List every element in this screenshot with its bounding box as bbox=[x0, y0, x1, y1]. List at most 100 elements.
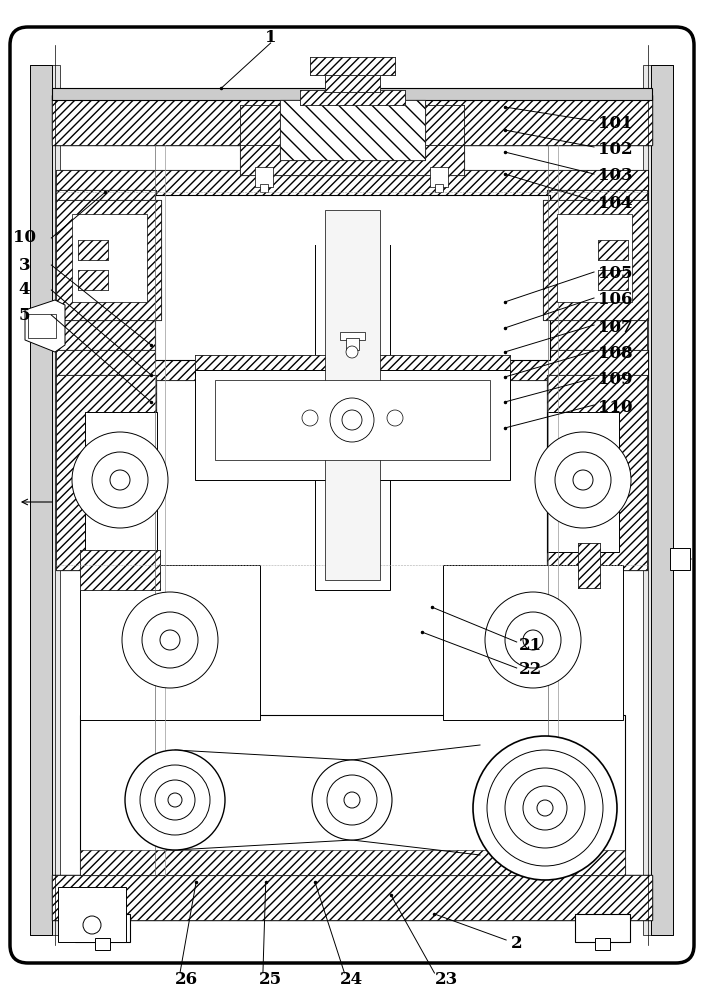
Text: 1: 1 bbox=[265, 28, 276, 45]
Bar bbox=[85, 412, 157, 552]
Text: 102: 102 bbox=[598, 140, 633, 157]
Circle shape bbox=[92, 452, 148, 508]
Bar bbox=[435, 184, 443, 192]
Bar bbox=[30, 65, 60, 935]
Bar bbox=[56, 375, 156, 570]
Circle shape bbox=[312, 760, 392, 840]
Text: 25: 25 bbox=[259, 972, 282, 988]
Bar bbox=[422, 105, 464, 145]
Bar bbox=[80, 715, 625, 875]
Text: 101: 101 bbox=[598, 114, 633, 131]
Bar bbox=[578, 543, 600, 588]
Bar bbox=[430, 167, 448, 187]
Bar bbox=[578, 543, 600, 588]
Text: 22: 22 bbox=[519, 662, 543, 678]
Bar bbox=[547, 412, 619, 552]
Bar bbox=[300, 90, 405, 105]
Circle shape bbox=[573, 470, 593, 490]
Bar bbox=[346, 338, 359, 350]
Bar bbox=[78, 240, 108, 260]
Bar bbox=[80, 550, 160, 590]
Circle shape bbox=[110, 470, 130, 490]
Bar bbox=[575, 914, 630, 942]
Text: 110: 110 bbox=[598, 398, 633, 416]
Text: 108: 108 bbox=[598, 344, 633, 361]
Bar bbox=[56, 375, 156, 570]
Polygon shape bbox=[25, 300, 65, 352]
Bar bbox=[56, 190, 156, 570]
Text: 3: 3 bbox=[19, 256, 30, 273]
Bar bbox=[56, 170, 648, 200]
Circle shape bbox=[72, 432, 168, 528]
Bar bbox=[310, 57, 395, 75]
Bar bbox=[325, 67, 380, 92]
Circle shape bbox=[327, 775, 377, 825]
Text: 5: 5 bbox=[19, 306, 30, 324]
Bar bbox=[240, 105, 282, 145]
Text: 21: 21 bbox=[520, 637, 542, 654]
Bar bbox=[30, 65, 52, 935]
Text: 4: 4 bbox=[19, 282, 30, 298]
Circle shape bbox=[142, 612, 198, 668]
Bar bbox=[52, 95, 652, 145]
Bar bbox=[52, 88, 652, 100]
Bar bbox=[58, 887, 126, 942]
Bar bbox=[547, 375, 647, 570]
Bar bbox=[643, 65, 673, 935]
Bar bbox=[75, 914, 130, 942]
Bar bbox=[670, 548, 690, 570]
Bar bbox=[260, 184, 268, 192]
Text: 23: 23 bbox=[434, 972, 458, 988]
Bar bbox=[185, 200, 520, 245]
Bar bbox=[543, 200, 648, 320]
Bar bbox=[95, 938, 110, 950]
Bar bbox=[310, 57, 395, 75]
Bar bbox=[543, 200, 648, 320]
Circle shape bbox=[160, 630, 180, 650]
Bar bbox=[280, 100, 425, 160]
Bar bbox=[595, 938, 610, 950]
Bar bbox=[240, 140, 464, 175]
Bar bbox=[72, 214, 147, 302]
Bar bbox=[547, 375, 647, 570]
Circle shape bbox=[346, 346, 358, 358]
Circle shape bbox=[330, 398, 374, 442]
Bar bbox=[340, 332, 365, 340]
Bar bbox=[155, 195, 550, 360]
Bar bbox=[155, 198, 550, 260]
Circle shape bbox=[302, 410, 318, 426]
Circle shape bbox=[535, 432, 631, 528]
Bar bbox=[52, 95, 652, 145]
Bar bbox=[240, 105, 282, 145]
Bar bbox=[547, 190, 647, 570]
Bar bbox=[80, 850, 625, 875]
Circle shape bbox=[168, 793, 182, 807]
Circle shape bbox=[487, 750, 603, 866]
Bar bbox=[215, 380, 490, 460]
Circle shape bbox=[555, 452, 611, 508]
Text: 107: 107 bbox=[598, 318, 633, 336]
Circle shape bbox=[155, 780, 195, 820]
Circle shape bbox=[387, 410, 403, 426]
Text: 26: 26 bbox=[175, 972, 198, 988]
Bar bbox=[195, 355, 510, 380]
Circle shape bbox=[523, 786, 567, 830]
Circle shape bbox=[505, 768, 585, 848]
Bar bbox=[300, 90, 405, 105]
Circle shape bbox=[83, 916, 101, 934]
Circle shape bbox=[505, 612, 561, 668]
FancyBboxPatch shape bbox=[10, 27, 694, 963]
Bar bbox=[195, 370, 510, 480]
Bar bbox=[56, 200, 161, 320]
Bar bbox=[56, 170, 648, 200]
Circle shape bbox=[344, 792, 360, 808]
Bar bbox=[598, 240, 628, 260]
Bar bbox=[195, 355, 510, 380]
Bar bbox=[56, 200, 161, 320]
Bar bbox=[598, 270, 628, 290]
Bar bbox=[651, 65, 673, 935]
Bar bbox=[52, 875, 652, 920]
Circle shape bbox=[473, 736, 617, 880]
Bar bbox=[80, 550, 160, 590]
Circle shape bbox=[523, 630, 543, 650]
